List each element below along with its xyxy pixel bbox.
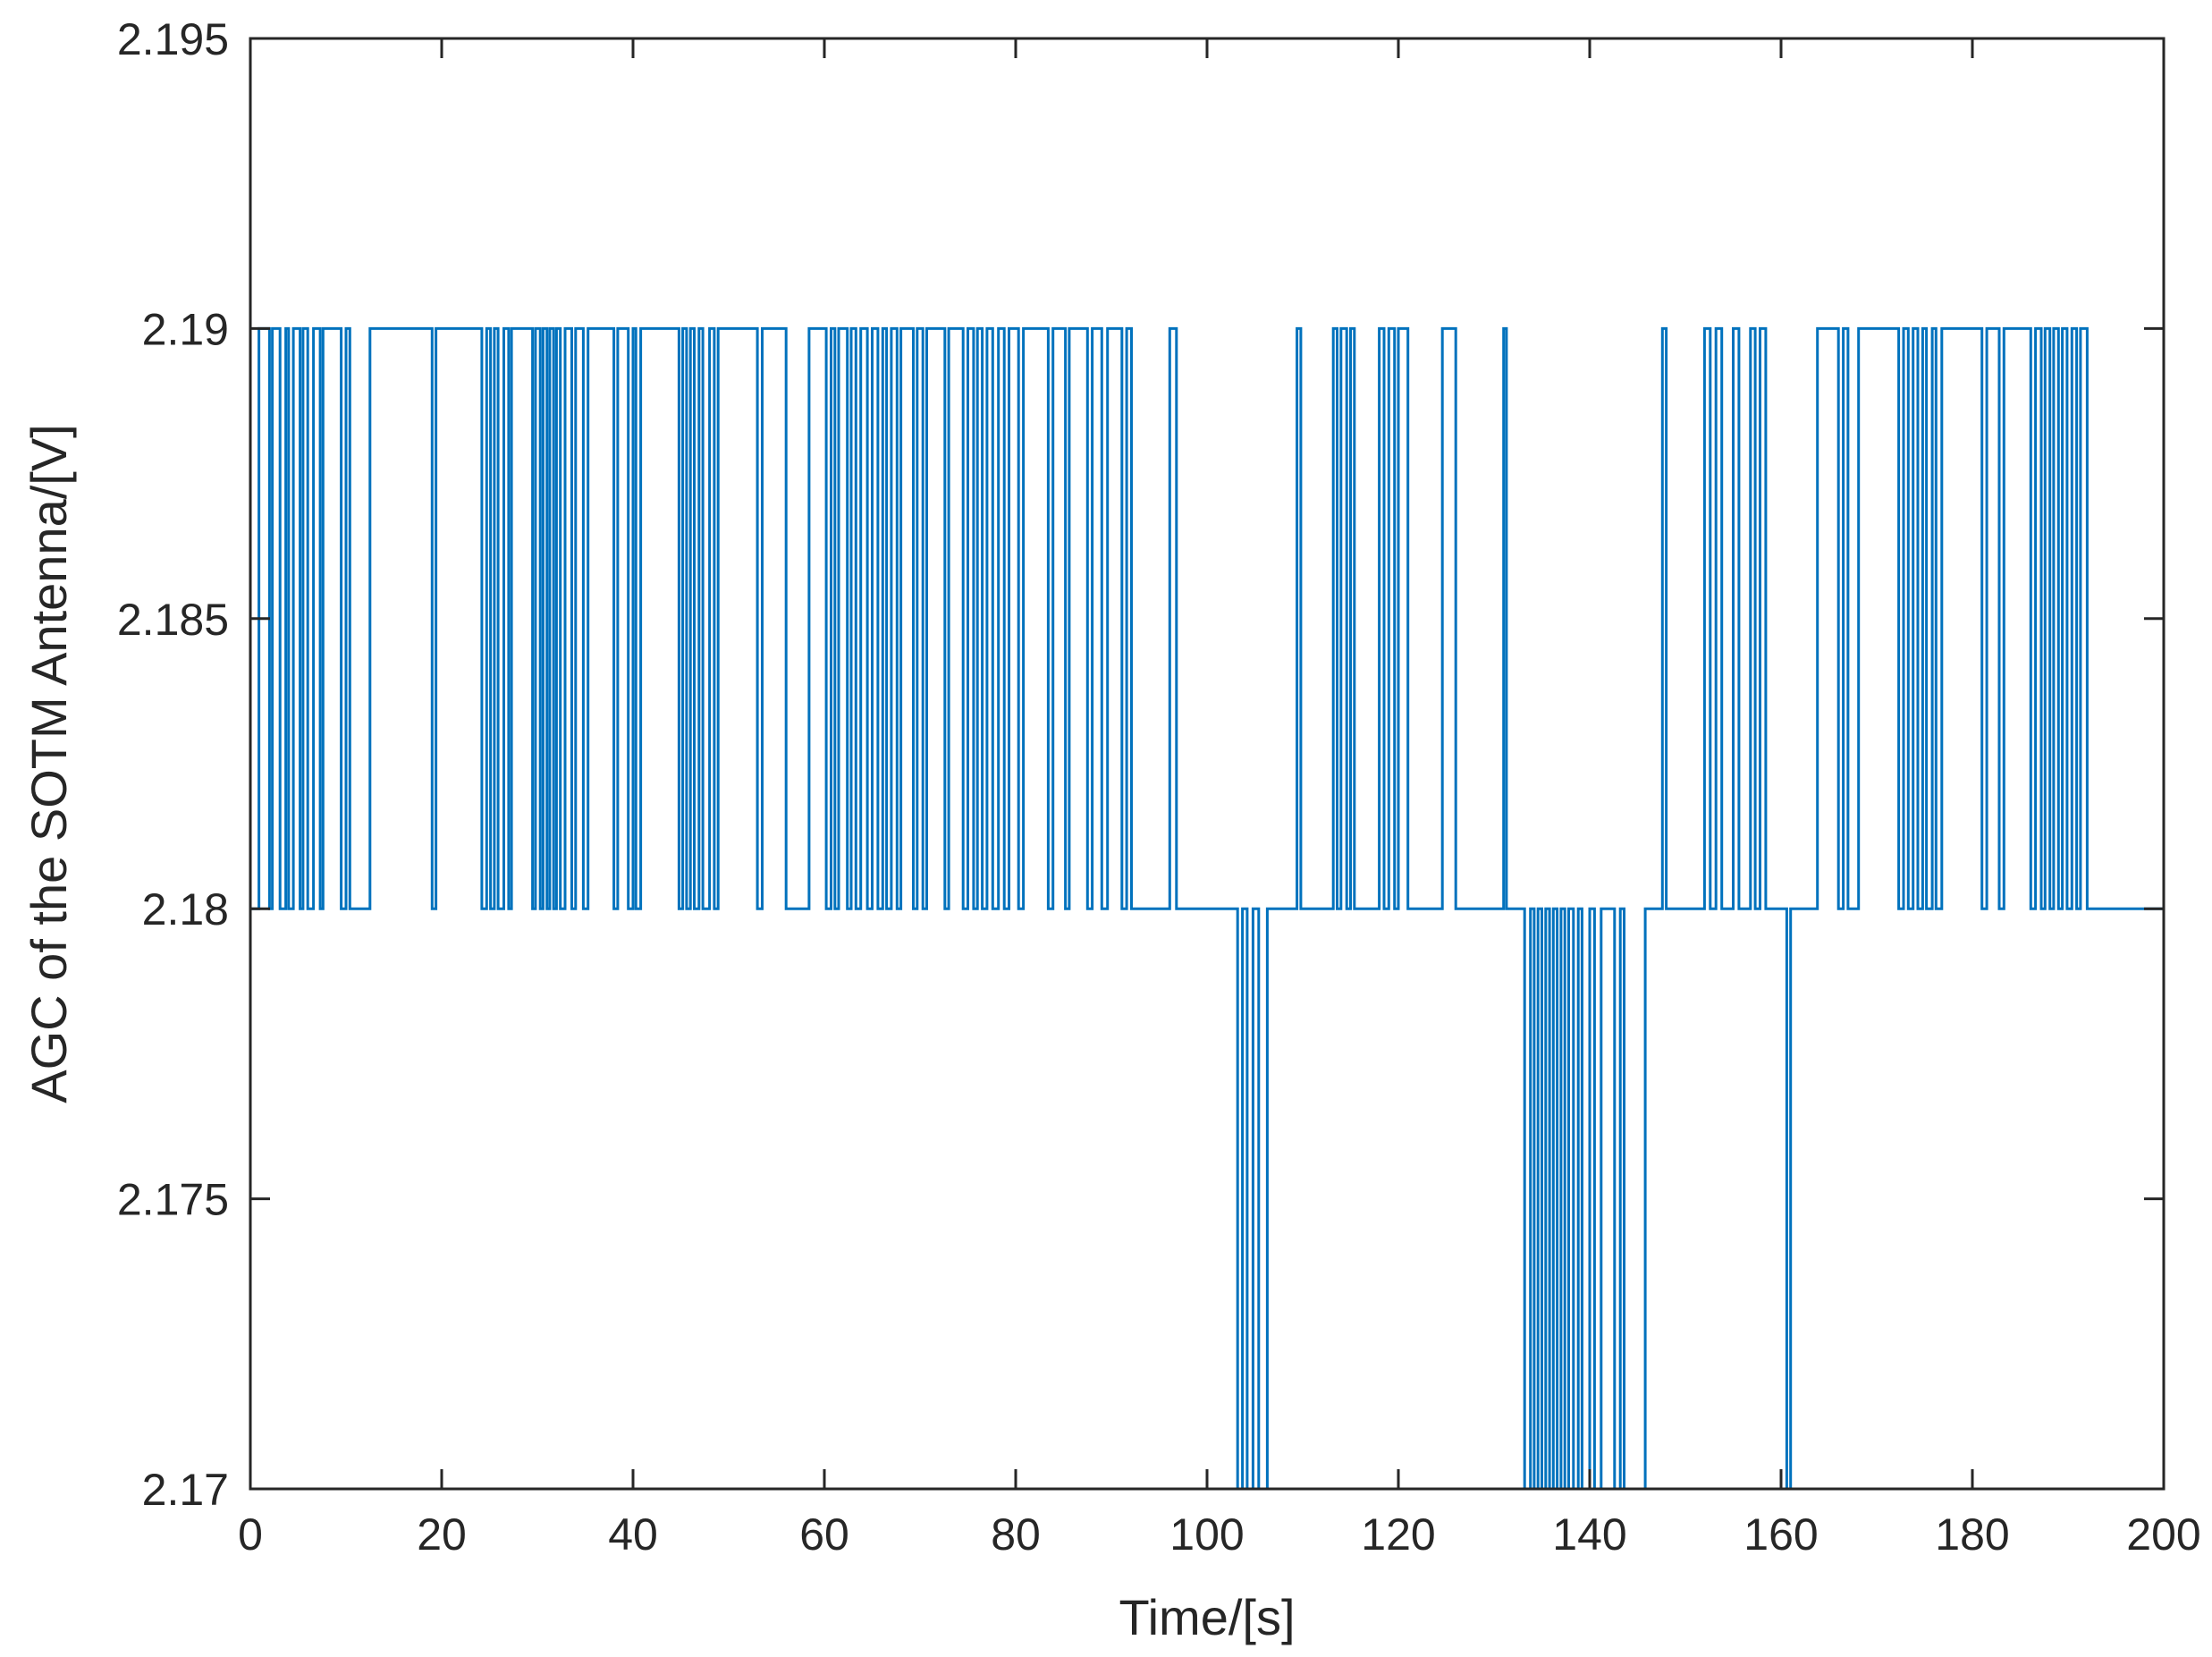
x-tick-label: 40 [608, 1509, 658, 1560]
x-axis-ticks: 0 20 40 60 80 100 120 140 160 180 200 [238, 38, 2201, 1560]
x-tick-label: 140 [1552, 1509, 1626, 1560]
y-tick-label: 2.17 [142, 1465, 229, 1515]
y-tick-label: 2.195 [117, 14, 229, 64]
x-tick-label: 80 [991, 1509, 1041, 1560]
y-axis-label: AGC of the SOTM Antenna/[V] [21, 424, 77, 1103]
x-tick-label: 200 [2126, 1509, 2200, 1560]
x-tick-label: 0 [238, 1509, 263, 1560]
y-tick-label: 2.18 [142, 884, 229, 934]
x-tick-label: 180 [1935, 1509, 2009, 1560]
x-tick-label: 100 [1169, 1509, 1244, 1560]
y-axis-ticks: 2.17 2.175 2.18 2.185 2.19 2.195 [117, 14, 2164, 1515]
x-tick-label: 160 [1743, 1509, 1818, 1560]
x-tick-label: 20 [417, 1509, 467, 1560]
y-tick-label: 2.19 [142, 304, 229, 354]
x-tick-label: 120 [1361, 1509, 1435, 1560]
y-tick-label: 2.185 [117, 595, 229, 645]
y-tick-label: 2.175 [117, 1175, 229, 1225]
x-axis-label: Time/[s] [1119, 1589, 1295, 1645]
x-tick-label: 60 [799, 1509, 849, 1560]
